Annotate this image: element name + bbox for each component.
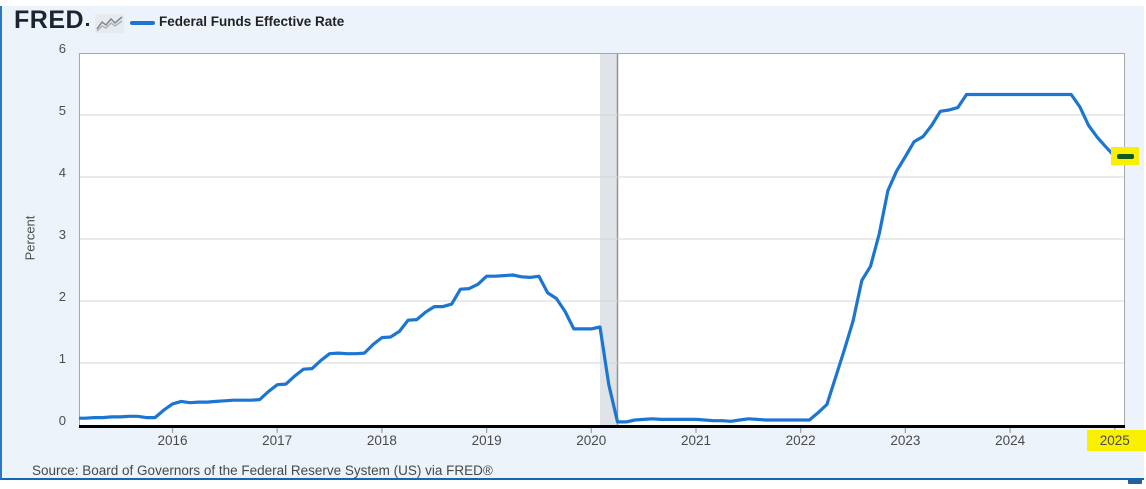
fred-logo[interactable]: FRED (14, 6, 90, 34)
y-tick-label: 2 (58, 289, 66, 304)
registered-mark-icon (86, 23, 90, 26)
y-tick-label: 0 (58, 413, 66, 428)
x-tick-label: 2022 (785, 433, 816, 448)
x-tick-label: 2018 (366, 433, 397, 448)
x-axis-line (79, 425, 1125, 428)
x-tick-label: 2021 (680, 433, 712, 448)
x-tick-label: 2024 (995, 433, 1026, 448)
highlight-2025-label (1086, 430, 1146, 451)
legend-label: Federal Funds Effective Rate (159, 14, 345, 29)
x-tick-label: 2020 (576, 433, 607, 448)
highlight-line-end-marker (1116, 154, 1134, 159)
x-tick-label: 2016 (157, 433, 188, 448)
border-accent (1128, 479, 1142, 484)
x-tick-label: 2019 (471, 433, 502, 448)
y-tick-label: 4 (58, 165, 66, 180)
sparkline-icon (95, 14, 124, 33)
x-tick-label: 2025 (1099, 433, 1130, 448)
chart-plot-area[interactable] (79, 53, 1125, 433)
y-tick-label: 3 (58, 227, 66, 242)
y-tick-label: 6 (58, 41, 66, 56)
legend-line-swatch (130, 21, 155, 25)
y-tick-label: 1 (58, 351, 66, 366)
x-tick-label: 2017 (262, 433, 293, 448)
y-tick-label: 5 (58, 103, 66, 118)
source-text: Source: Board of Governors of the Federa… (32, 463, 493, 478)
fred-logo-text: FRED (14, 6, 85, 34)
series-line (79, 92, 1125, 424)
x-tick-label: 2023 (890, 433, 921, 448)
